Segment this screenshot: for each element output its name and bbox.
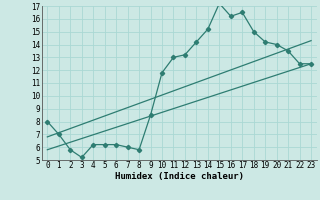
X-axis label: Humidex (Indice chaleur): Humidex (Indice chaleur) <box>115 172 244 181</box>
